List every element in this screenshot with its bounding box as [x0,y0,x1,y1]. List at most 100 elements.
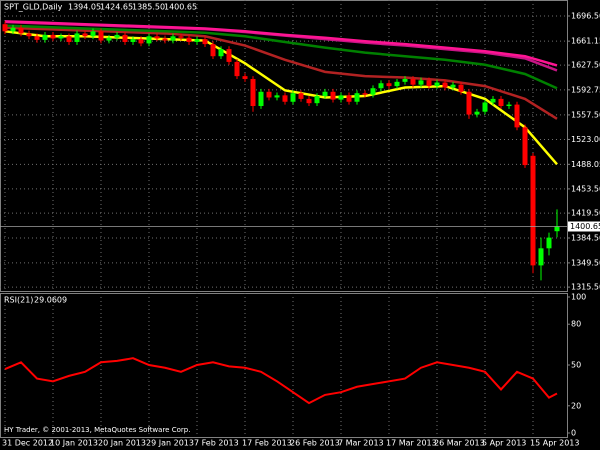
indicator-line [4,20,558,67]
candle-body [90,31,96,37]
candle-body [202,39,208,45]
candle-body [418,80,424,85]
candle-body [410,78,416,85]
candle-body [218,49,224,57]
y-tick-label: 1419.50 [571,209,600,218]
y-tick-label: 1315.50 [571,283,600,292]
indicator-line [4,26,558,120]
candle-body [82,33,88,37]
candle-body [18,27,24,34]
candle-body [442,82,448,88]
y-tick-label: 1523.00 [571,135,600,144]
candle-body [354,93,360,102]
y-tick-label: 80 [571,320,581,329]
candle-body [162,38,168,41]
current-price-box [568,221,600,232]
main-panel-border [0,0,568,292]
x-tick-label: 29 Jan 2013 [146,439,194,448]
indicator-line [4,30,558,166]
candle-body [426,80,432,87]
candle-body [370,88,376,95]
ohlc-high: 1424.65 [100,3,133,12]
x-tick-label: 20 Jan 2013 [98,439,146,448]
candle-body [450,84,456,88]
candle-body [242,76,248,79]
y-tick-label: 0 [571,429,576,438]
candle-body [546,237,552,249]
x-tick-label: 7 Mar 2013 [338,439,384,448]
candle-body [146,36,152,44]
candle-body [74,33,80,42]
ohlc-low: 1385.50 [132,3,165,12]
candle-body [298,93,304,99]
candle-body [114,34,120,38]
x-tick-label: 10 Jan 2013 [50,439,98,448]
candle-body [322,91,328,97]
candle-body [210,44,216,57]
candle-body [130,39,136,42]
y-tick-label: 1384.50 [571,233,600,242]
grid [0,0,570,437]
candle-body [482,102,488,112]
candle-body [138,39,144,44]
candle-body [386,83,392,87]
x-tick-label: 15 Apr 2013 [530,439,579,448]
rsi-title: RSI(21) [4,296,33,305]
candle-body [50,34,56,39]
candle-body [522,127,528,166]
rsi-value: 29.0609 [34,296,67,305]
candle-body [538,248,544,266]
candle-body [514,104,520,128]
x-tick-label: 26 Feb 2013 [290,439,340,448]
y-tick-label: 1349.50 [571,258,600,267]
candle-body [10,27,16,32]
candle-body [258,91,264,107]
candle-body [186,37,192,42]
x-tick-label: 5 Apr 2013 [482,439,526,448]
candle-body [362,93,368,95]
candle-body [42,34,48,40]
candle-body [282,95,288,102]
y-tick-label: 50 [571,361,581,370]
x-tick-label: 17 Mar 2013 [386,439,437,448]
candle-body [234,61,240,77]
y-tick-label: 1661.15 [571,37,600,46]
candle-body [122,34,128,42]
x-tick-label: 7 Feb 2013 [194,439,239,448]
candle-body [466,91,472,115]
candle-body [498,98,504,107]
candle-body [530,155,536,266]
y-tick-label: 20 [571,401,581,410]
candle-body [194,39,200,42]
candle-body [98,31,104,41]
candle-body [2,24,8,32]
candle-body [266,91,272,98]
candle-body [170,36,176,41]
candle-body [330,91,336,100]
marks [0,20,567,405]
y-tick-label: 100 [571,293,586,302]
candle-body [106,37,112,41]
candle-body [306,98,312,104]
candle-body [290,93,296,102]
indicator-line [4,24,558,90]
x-tick-label: 26 Mar 2013 [434,439,485,448]
ohlc-close: 1400.65 [164,3,197,12]
current-price-label: 1400.65 [570,222,600,231]
candle-body [378,83,384,89]
symbol-title: SPT_GLD,Daily [4,3,63,12]
x-tick-label: 17 Feb 2013 [242,439,292,448]
candle-body [34,36,40,40]
candle-body [402,78,408,82]
y-tick-label: 1488.05 [571,160,600,169]
candle-body [274,95,280,98]
candle-body [434,82,440,87]
y-tick-label: 1627.50 [571,61,600,70]
candle-body [314,96,320,104]
y-tick-label: 1453.50 [571,184,600,193]
candle-body [66,36,72,42]
y-tick-label: 1696.50 [571,12,600,21]
footer: HY Trader, © 2001-2013, MetaQuotes Softw… [4,426,190,434]
